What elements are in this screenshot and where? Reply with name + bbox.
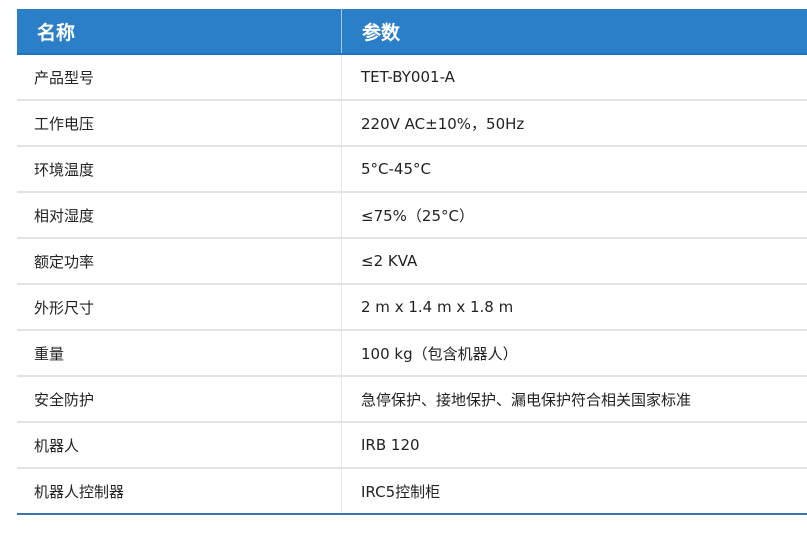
param-name: 环境温度 [17,147,342,191]
spec-table: 名称 参数 产品型号 TET-BY001-A 工作电压 220V AC±10%，50H… [17,9,807,515]
param-name: 重量 [17,331,342,375]
param-name: 机器人控制器 [17,469,342,513]
param-name: 相对湿度 [17,193,342,237]
param-value: TET-BY001-A [361,68,455,86]
table-row: 机器人 IRB 120 [17,423,807,469]
table-row: 机器人控制器 IRC5控制柜 [17,469,807,515]
param-value: IRC5控制柜 [361,482,441,501]
table-row: 安全防护 急停保护、接地保护、漏电保护符合相关国家标准 [17,377,807,423]
param-value: IRB 120 [361,436,420,454]
table-row: 工作电压 220V AC±10%，50Hz [17,101,807,147]
param-name: 机器人 [17,423,342,467]
param-name: 安全防护 [17,377,342,421]
table-row: 重量 100 kg（包含机器人） [17,331,807,377]
param-value: 5°C-45°C [361,160,431,178]
param-name: 外形尺寸 [17,285,342,329]
table-row: 环境温度 5°C-45°C [17,147,807,193]
table-row: 外形尺寸 2 m x 1.4 m x 1.8 m [17,285,807,331]
param-name: 额定功率 [17,239,342,283]
param-value: 急停保护、接地保护、漏电保护符合相关国家标准 [361,390,692,409]
table-row: 额定功率 ≤2 KVA [17,239,807,285]
param-value: ≤75%（25°C） [361,206,474,225]
param-value: 100 kg（包含机器人） [361,344,518,363]
table-row: 相对湿度 ≤75%（25°C） [17,193,807,239]
header-name: 名称 [17,9,342,53]
table-body: 产品型号 TET-BY001-A 工作电压 220V AC±10%，50Hz 环境温度 5… [17,55,807,515]
param-name: 产品型号 [17,55,342,99]
table-row: 产品型号 TET-BY001-A [17,55,807,101]
param-value: 2 m x 1.4 m x 1.8 m [361,298,514,316]
param-value: 220V AC±10%，50Hz [361,114,525,133]
param-value: ≤2 KVA [361,252,418,270]
param-name: 工作电压 [17,101,342,145]
table-header: 名称 参数 [17,9,807,55]
header-value: 参数 [362,21,401,44]
